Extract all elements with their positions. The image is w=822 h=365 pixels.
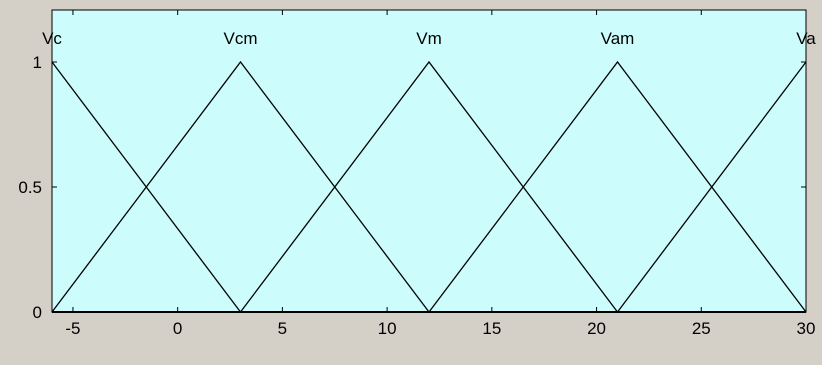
series-label-va: Va (796, 29, 816, 48)
plot-frame (51, 9, 807, 313)
series-line-va (616, 61, 807, 313)
y-tick-label: 0 (33, 303, 42, 322)
x-tick-label: -5 (65, 319, 80, 338)
x-tick-label: 10 (378, 319, 397, 338)
y-tick-label: 0.5 (18, 178, 42, 197)
x-tick-label: 5 (278, 319, 287, 338)
x-tick-label: 20 (587, 319, 606, 338)
x-tick-label: 30 (797, 319, 816, 338)
y-tick-label: 1 (33, 53, 42, 72)
series-label-vc: Vc (42, 29, 62, 48)
x-tick-label: 0 (173, 319, 182, 338)
series-line-vm (239, 60, 619, 313)
x-tick-label: 25 (692, 319, 711, 338)
plot-area (52, 10, 806, 312)
series-line-vcm (51, 60, 430, 313)
series-label-vcm: Vcm (224, 29, 258, 48)
series-label-vam: Vam (601, 29, 635, 48)
series-label-vm: Vm (416, 29, 442, 48)
series-line-vam (428, 60, 807, 313)
x-tick-label: 15 (482, 319, 501, 338)
